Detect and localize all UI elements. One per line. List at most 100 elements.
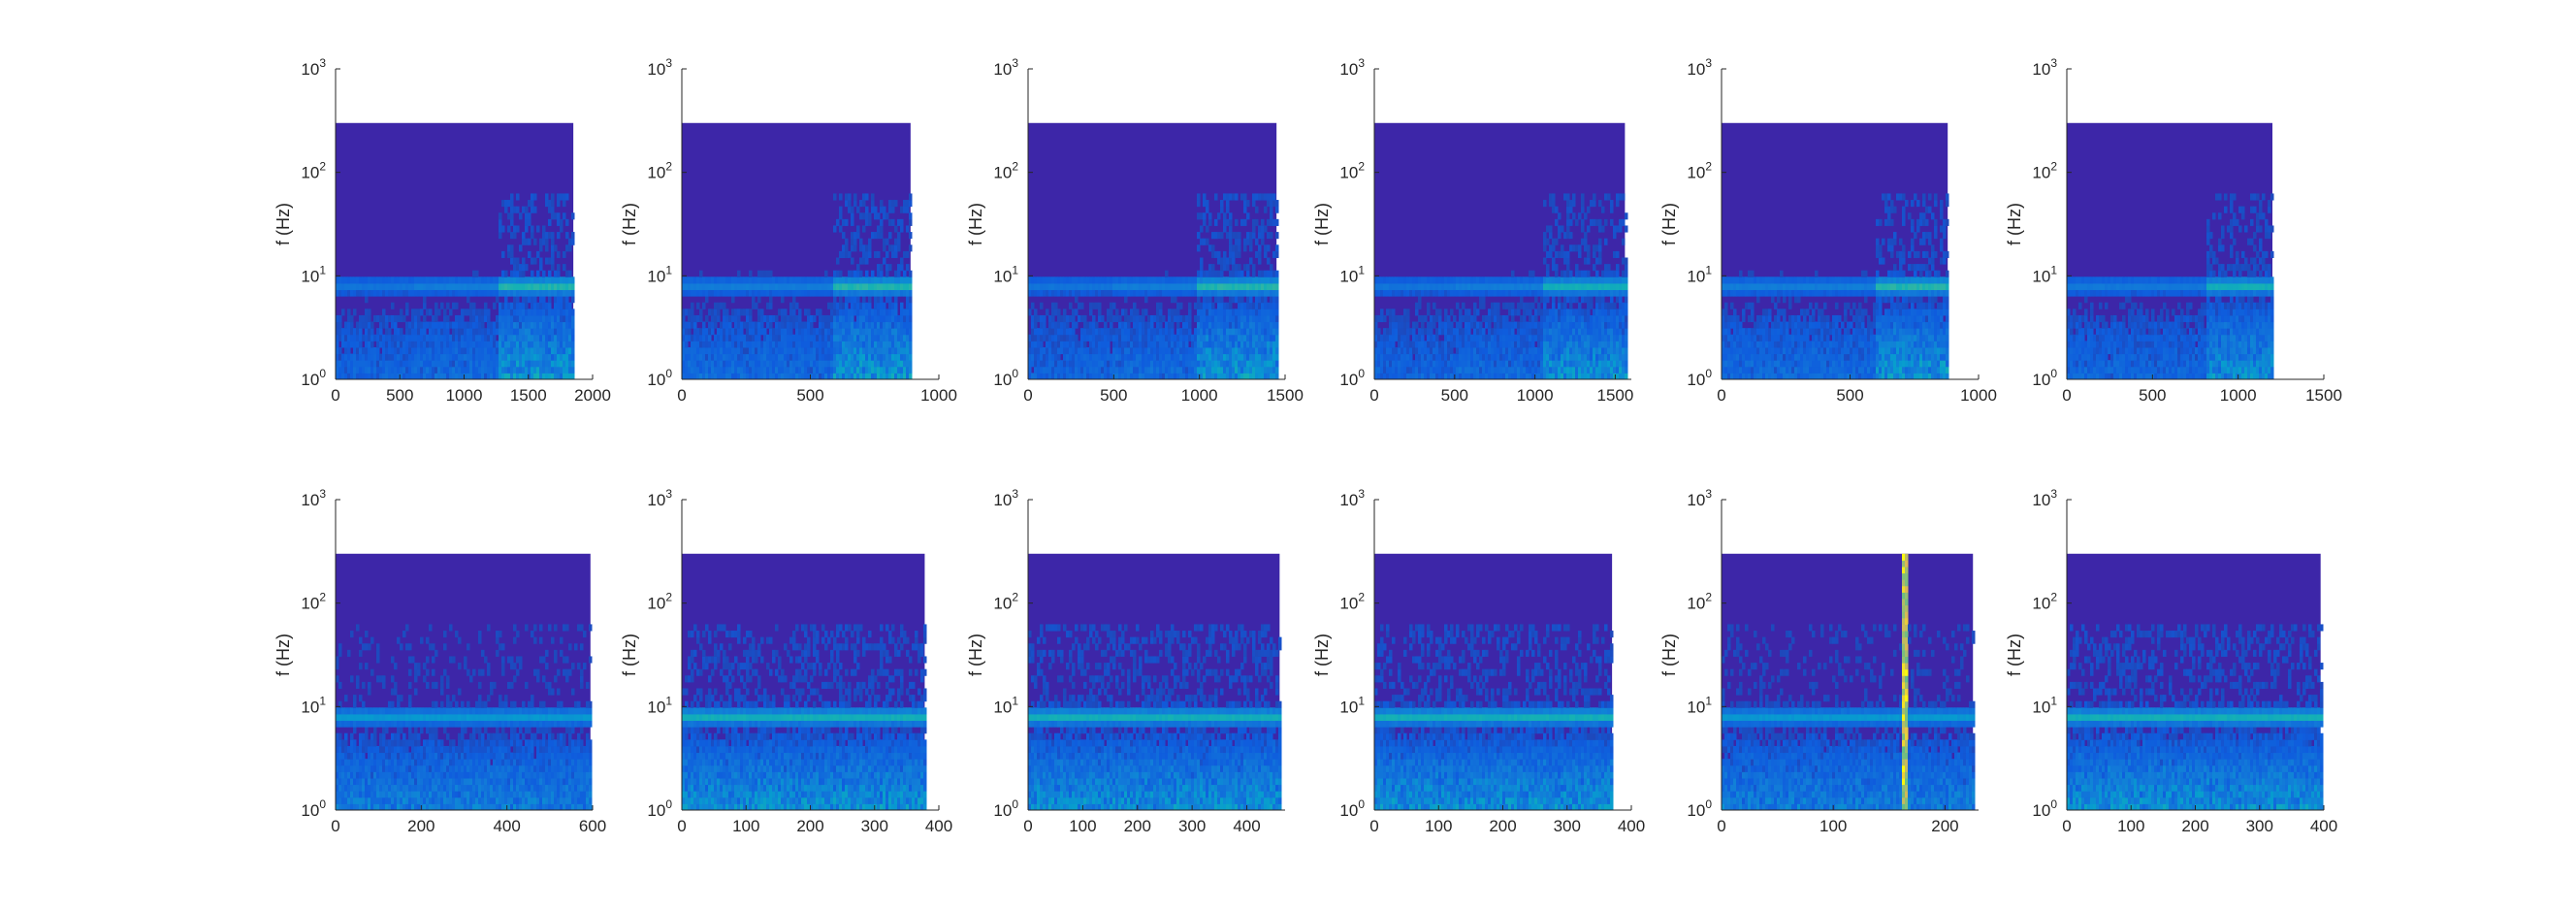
spectrogram-cell [557, 276, 561, 284]
spectrogram-cell [1211, 346, 1215, 355]
spectrogram-cell [789, 373, 793, 380]
spectrogram-cell [1153, 282, 1157, 291]
spectrogram-cell [798, 341, 802, 348]
spectrogram-cell [1456, 289, 1460, 297]
spectrogram-cell [1238, 373, 1241, 380]
spectrogram-cell [1531, 289, 1535, 297]
spectrogram-cell [740, 373, 744, 380]
spectrogram-cell [461, 309, 465, 316]
spectrogram-cell [784, 282, 788, 291]
spectrogram-cell [400, 334, 403, 341]
spectrogram-cell [1520, 289, 1524, 297]
spectrogram-cell [557, 289, 561, 297]
spectrogram-cell [819, 360, 822, 368]
spectrogram-cell [1095, 360, 1099, 368]
spectrogram-cell [341, 289, 345, 297]
spectrogram-cell [513, 282, 517, 291]
spectrogram-cell [1275, 302, 1279, 309]
spectrogram-cell [842, 373, 846, 380]
spectrogram-cell [402, 314, 406, 323]
spectrogram-cell [522, 353, 526, 361]
spectrogram-cell [467, 373, 470, 380]
spectrogram-cell [1435, 314, 1439, 323]
spectrogram-cell [1235, 309, 1239, 316]
spectrogram-cell [499, 366, 502, 374]
spectrogram-cell [723, 360, 726, 368]
spectrogram-cell [1206, 373, 1209, 380]
spectrogram-cell [1171, 276, 1175, 284]
spectrogram-cell [1115, 282, 1119, 291]
spectrogram-cell [789, 346, 793, 355]
spectrogram-cell [1406, 346, 1410, 355]
spectrogram-cell [1147, 321, 1151, 329]
spectrogram-cell [787, 341, 790, 348]
spectrogram-cell [1566, 276, 1570, 284]
spectrogram-cell [1549, 193, 1553, 201]
spectrogram-cell [1127, 341, 1131, 348]
spectrogram-cell [1558, 250, 1562, 258]
spectrogram-cell [1142, 353, 1145, 361]
spectrogram-cell [557, 321, 561, 329]
spectrogram-cell [1083, 360, 1087, 368]
spectrogram-cell [821, 334, 825, 341]
spectrogram-cell [880, 218, 884, 226]
spectrogram-cell [856, 206, 860, 213]
spectrogram-cell [435, 366, 438, 374]
spectrogram-cell [836, 218, 840, 226]
spectrogram-cell [1252, 232, 1256, 240]
spectrogram-cell [1220, 232, 1224, 240]
spectrogram-cell [1421, 373, 1425, 380]
spectrogram-cell [533, 353, 537, 361]
spectrogram-cell [906, 282, 910, 291]
spectrogram-cell [525, 328, 529, 336]
spectrogram-cell [1214, 321, 1218, 329]
spectrogram-cell [1252, 346, 1256, 355]
spectrogram-cell [510, 309, 514, 316]
spectrogram-cell [1252, 264, 1256, 272]
spectrogram-cell [1057, 289, 1061, 297]
spectrogram-cell [1246, 270, 1250, 277]
spectrogram-cell [804, 276, 808, 284]
spectrogram-cell [1511, 328, 1515, 336]
spectrogram-cell [1095, 276, 1099, 284]
spectrogram-cell [429, 321, 433, 329]
spectrogram-cell [906, 360, 910, 368]
spectrogram-cell [563, 346, 566, 355]
spectrogram-cell [338, 314, 342, 323]
spectrogram-cell [1226, 353, 1230, 361]
spectrogram-cell [1127, 360, 1131, 368]
spectrogram-cell [842, 289, 846, 297]
spectrogram-cell [402, 282, 406, 291]
spectrogram-cell [501, 289, 505, 297]
spectrogram-cell [1159, 309, 1163, 316]
spectrogram-cell [408, 276, 412, 284]
spectrogram-cell [886, 366, 889, 374]
spectrogram-cell [472, 321, 476, 329]
spectrogram-cell [883, 346, 886, 355]
spectrogram-cell [1540, 341, 1544, 348]
spectrogram-cell [1575, 353, 1579, 361]
spectrogram-cell [1208, 296, 1212, 304]
spectrogram-cell [760, 366, 764, 374]
spectrogram-cell [1043, 276, 1046, 284]
spectrogram-cell [467, 334, 470, 341]
spectrogram-cell [1534, 373, 1538, 380]
spectrogram-cell [1508, 373, 1512, 380]
spectrogram-cell [894, 360, 898, 368]
spectrogram-cell [868, 296, 872, 304]
spectrogram-cell [356, 353, 360, 361]
spectrogram-cell [1555, 218, 1559, 226]
spectrogram-cell [874, 373, 878, 380]
spectrogram-cell [1267, 373, 1271, 380]
spectrogram-cell [1150, 321, 1154, 329]
spectrogram-cell [353, 282, 357, 291]
spectrogram-cell [1072, 321, 1076, 329]
spectrogram-cell [1526, 366, 1530, 374]
spectrogram-cell [1569, 232, 1573, 240]
spectrogram-cell [781, 314, 785, 323]
spectrogram-cell [1089, 334, 1093, 341]
spectrogram-cell [501, 200, 505, 208]
spectrogram-cell [501, 276, 505, 284]
spectrogram-cell [827, 373, 831, 380]
spectrogram-cell [1459, 328, 1463, 336]
